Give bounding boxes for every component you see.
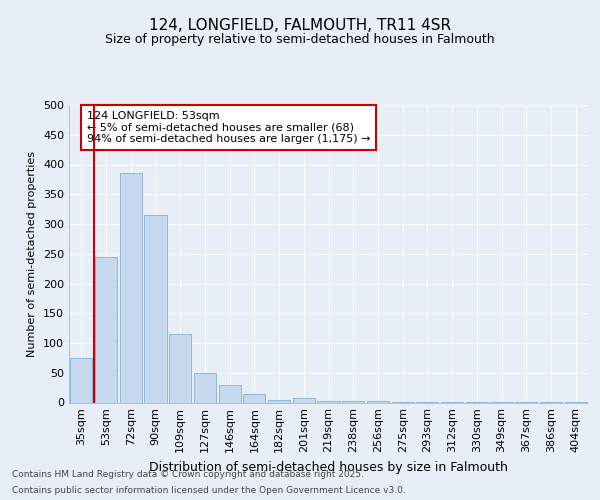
Bar <box>243 394 265 402</box>
Bar <box>145 215 167 402</box>
Bar <box>70 358 92 403</box>
Bar <box>367 400 389 402</box>
Text: 124 LONGFIELD: 53sqm
← 5% of semi-detached houses are smaller (68)
94% of semi-d: 124 LONGFIELD: 53sqm ← 5% of semi-detach… <box>86 111 370 144</box>
Bar <box>95 256 117 402</box>
X-axis label: Distribution of semi-detached houses by size in Falmouth: Distribution of semi-detached houses by … <box>149 460 508 473</box>
Bar <box>169 334 191 402</box>
Bar <box>119 174 142 402</box>
Text: 124, LONGFIELD, FALMOUTH, TR11 4SR: 124, LONGFIELD, FALMOUTH, TR11 4SR <box>149 18 451 32</box>
Bar <box>293 398 315 402</box>
Bar <box>268 400 290 402</box>
Text: Size of property relative to semi-detached houses in Falmouth: Size of property relative to semi-detach… <box>105 32 495 46</box>
Y-axis label: Number of semi-detached properties: Number of semi-detached properties <box>28 151 37 357</box>
Bar <box>317 400 340 402</box>
Text: Contains HM Land Registry data © Crown copyright and database right 2025.: Contains HM Land Registry data © Crown c… <box>12 470 364 479</box>
Bar <box>194 373 216 402</box>
Text: Contains public sector information licensed under the Open Government Licence v3: Contains public sector information licen… <box>12 486 406 495</box>
Bar <box>218 384 241 402</box>
Bar <box>342 400 364 402</box>
